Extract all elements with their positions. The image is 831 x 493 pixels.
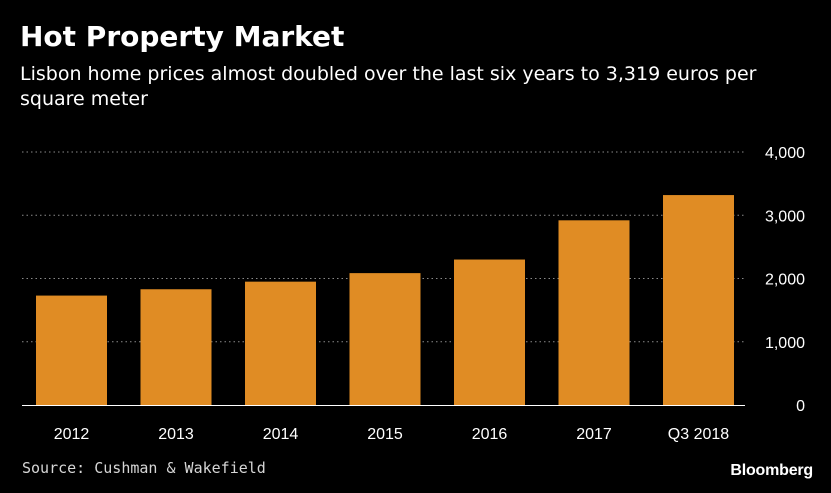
y-tick-label: 4,000 <box>765 145 805 162</box>
y-tick-label: 3,000 <box>765 208 805 225</box>
bar-2012 <box>36 295 107 405</box>
x-tick-label: Q3 2018 <box>668 426 729 443</box>
x-tick-label: 2017 <box>576 426 612 443</box>
source-note: Source: Cushman & Wakefield <box>22 459 266 477</box>
x-tick-label: 2013 <box>158 426 194 443</box>
x-tick-label: 2015 <box>367 426 403 443</box>
y-tick-label: 0 <box>796 398 805 415</box>
bloomberg-logo: Bloomberg <box>730 462 813 479</box>
axes: 0 1,000 2,000 3,000 4,000 2012 2013 2014 2015 201… <box>22 145 805 443</box>
x-tick-label: 2012 <box>54 426 90 443</box>
y-tick-label: 1,000 <box>765 335 805 352</box>
bar-2014 <box>245 281 316 405</box>
bar-2015 <box>349 273 421 405</box>
bar-2016 <box>454 259 525 405</box>
bar-q3-2018 <box>663 195 734 405</box>
x-tick-label: 2016 <box>472 426 508 443</box>
bar-2017 <box>558 220 630 405</box>
bar-2013 <box>140 289 212 405</box>
chart-subtitle: Lisbon home prices almost doubled over t… <box>20 63 757 110</box>
bars <box>36 195 734 405</box>
y-tick-label: 2,000 <box>765 272 805 289</box>
x-tick-label: 2014 <box>263 426 299 443</box>
chart-title: Hot Property Market <box>20 20 345 53</box>
